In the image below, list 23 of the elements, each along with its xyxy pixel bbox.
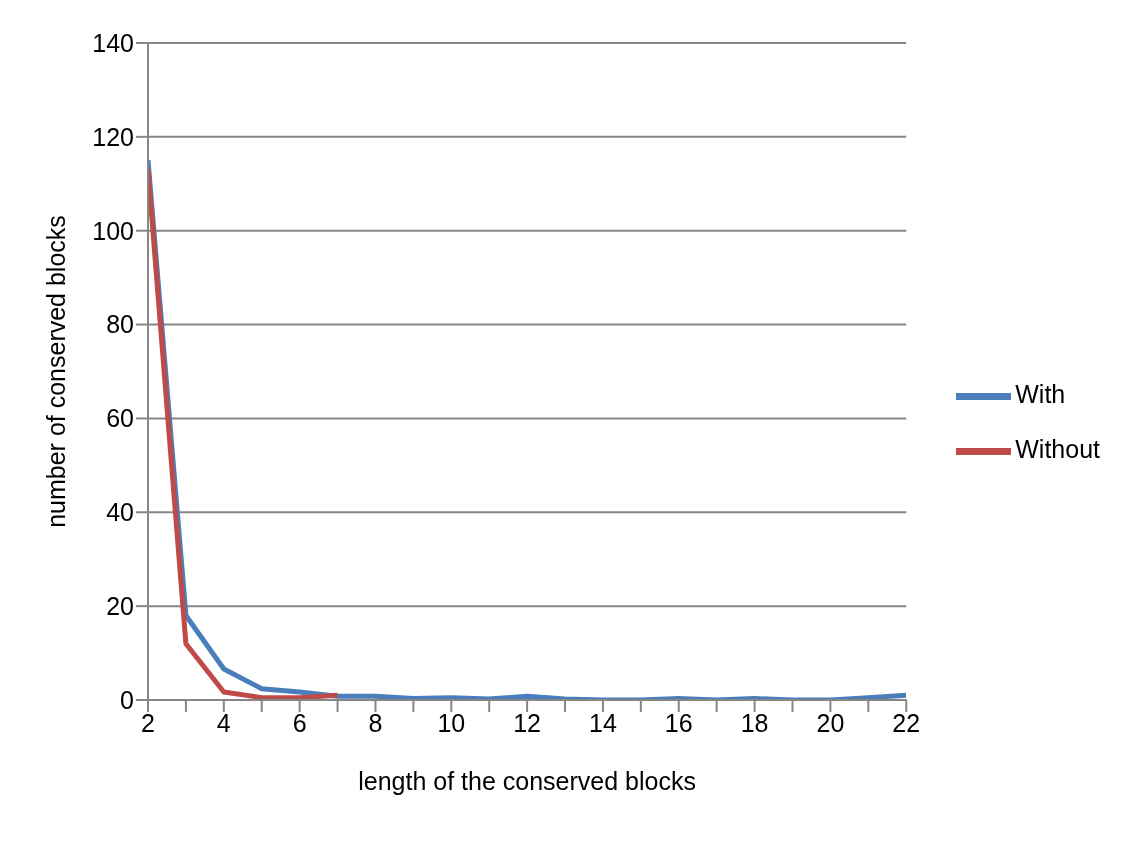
x-tick-label: 2 (141, 708, 155, 737)
legend-label: Without (1015, 435, 1100, 464)
x-tick-label: 20 (816, 708, 845, 737)
y-tick-label: 0 (120, 685, 134, 714)
x-tick-label: 22 (892, 708, 921, 737)
x-axis-title: length of the conserved blocks (358, 767, 696, 795)
x-tick-label: 14 (589, 708, 617, 737)
x-tick-label: 12 (513, 708, 542, 737)
y-tick-label: 60 (106, 404, 134, 433)
x-tick-label: 16 (664, 708, 693, 737)
y-tick-label: 120 (92, 122, 134, 151)
y-tick-label: 140 (92, 28, 134, 57)
x-tick-label: 10 (437, 708, 466, 737)
y-tick-label: 40 (106, 498, 134, 527)
y-axis-title: number of conserved blocks (41, 215, 70, 528)
legend-label: With (1015, 380, 1066, 409)
x-tick-label: 8 (368, 708, 383, 737)
x-tick-label: 4 (216, 708, 231, 737)
x-tick-label: 18 (740, 708, 769, 737)
y-tick-label: 100 (92, 216, 134, 245)
y-tick-label: 80 (106, 310, 134, 339)
x-tick-label: 6 (292, 708, 307, 737)
y-tick-label: 20 (106, 592, 134, 621)
